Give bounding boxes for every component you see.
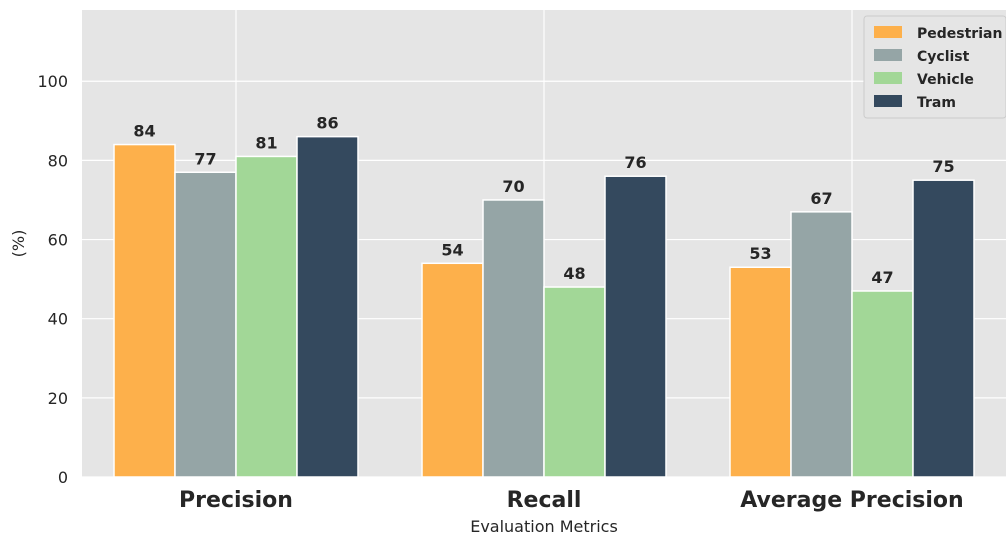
bars (113, 135, 975, 478)
data-label: 75 (932, 157, 954, 176)
legend-swatch (874, 72, 902, 84)
bar (851, 290, 914, 478)
legend-swatch (874, 95, 902, 107)
bar (482, 199, 545, 478)
y-tick-label: 100 (37, 72, 68, 91)
bar (421, 262, 484, 478)
legend-label: Vehicle (917, 72, 974, 88)
y-tick-label: 20 (48, 389, 68, 408)
bar (296, 135, 359, 478)
legend: Pedestrian Cyclist Vehicle Tram (863, 15, 1006, 119)
bar (604, 175, 667, 478)
y-axis-label: (%) (9, 230, 28, 258)
data-label: 47 (871, 268, 893, 287)
data-label: 54 (441, 240, 463, 259)
x-tick-label: Recall (507, 488, 582, 513)
bar (113, 143, 176, 478)
x-tick-label: Average Precision (740, 488, 963, 513)
y-axis-ticks: 0 20 40 60 80 100 (37, 72, 68, 487)
data-label: 81 (255, 133, 277, 152)
data-labels: 84 77 81 86 54 70 48 76 53 67 47 75 (133, 114, 954, 287)
data-label: 76 (624, 153, 646, 172)
bar (790, 211, 853, 478)
data-label: 48 (563, 264, 585, 283)
legend-swatch (874, 26, 902, 38)
y-tick-label: 0 (58, 468, 68, 487)
legend-box (863, 15, 1006, 119)
bar (174, 171, 237, 478)
legend-label: Tram (917, 95, 956, 111)
x-axis-categories: Precision Recall Average Precision (179, 488, 964, 513)
legend-label: Pedestrian (917, 26, 1002, 42)
y-tick-label: 80 (48, 151, 68, 170)
y-tick-label: 40 (48, 310, 68, 329)
legend-swatch (874, 49, 902, 61)
data-label: 84 (133, 122, 155, 141)
bar (912, 179, 975, 478)
bar (235, 155, 298, 478)
x-axis-label: Evaluation Metrics (470, 517, 618, 536)
bar (543, 286, 606, 478)
data-label: 53 (749, 244, 771, 263)
y-tick-label: 60 (48, 231, 68, 250)
data-label: 67 (810, 189, 832, 208)
data-label: 70 (502, 177, 524, 196)
data-label: 86 (316, 114, 338, 133)
legend-label: Cyclist (917, 49, 970, 65)
data-label: 77 (194, 149, 216, 168)
bar (729, 266, 792, 478)
x-tick-label: Precision (179, 488, 293, 513)
